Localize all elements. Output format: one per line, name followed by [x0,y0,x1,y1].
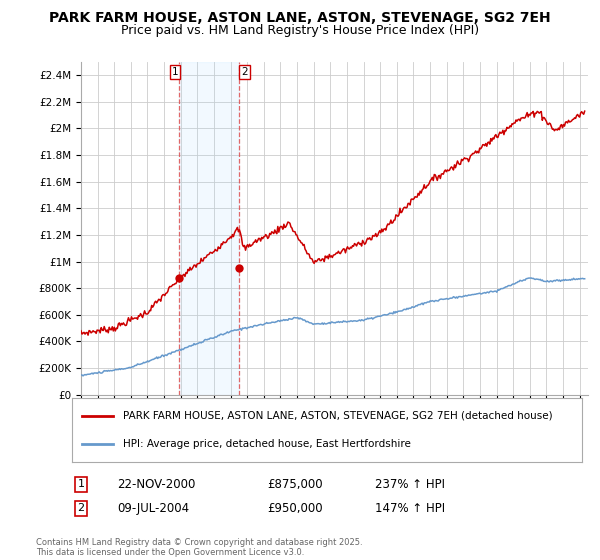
Bar [179,62,239,395]
Text: 237% ↑ HPI: 237% ↑ HPI [375,478,445,491]
Text: 1: 1 [172,67,178,77]
Text: 2: 2 [241,67,248,77]
Text: 2: 2 [77,503,85,514]
Text: 09-JUL-2004: 09-JUL-2004 [117,502,189,515]
Text: Price paid vs. HM Land Registry's House Price Index (HPI): Price paid vs. HM Land Registry's House … [121,24,479,36]
Text: £950,000: £950,000 [267,502,323,515]
Text: £875,000: £875,000 [267,478,323,491]
Text: HPI: Average price, detached house, East Hertfordshire: HPI: Average price, detached house, East… [123,439,411,449]
Text: Contains HM Land Registry data © Crown copyright and database right 2025.
This d: Contains HM Land Registry data © Crown c… [36,538,362,557]
Text: PARK FARM HOUSE, ASTON LANE, ASTON, STEVENAGE, SG2 7EH: PARK FARM HOUSE, ASTON LANE, ASTON, STEV… [49,11,551,25]
Text: 1: 1 [77,479,85,489]
Text: PARK FARM HOUSE, ASTON LANE, ASTON, STEVENAGE, SG2 7EH (detached house): PARK FARM HOUSE, ASTON LANE, ASTON, STEV… [123,410,553,421]
Text: 147% ↑ HPI: 147% ↑ HPI [375,502,445,515]
Text: 22-NOV-2000: 22-NOV-2000 [117,478,196,491]
